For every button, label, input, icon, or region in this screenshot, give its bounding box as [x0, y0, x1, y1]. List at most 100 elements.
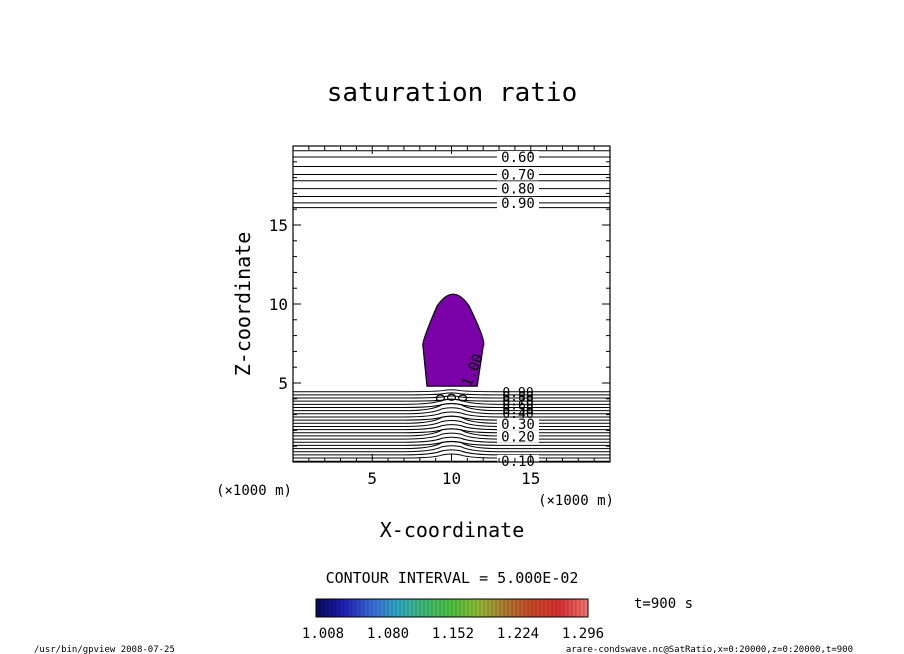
colorbar-cell [328, 599, 333, 617]
colorbar-cell [416, 599, 421, 617]
chart-title: saturation ratio [327, 78, 577, 108]
time-label: t=900 s [634, 596, 693, 612]
colorbar-cell [452, 599, 457, 617]
colorbar-cell [472, 599, 477, 617]
colorbar-cell [400, 599, 405, 617]
contour-line [293, 449, 610, 456]
contour-cell [446, 393, 457, 401]
contour-label: 0.80 [502, 390, 533, 405]
colorbar-cell [364, 599, 369, 617]
y-tick-label: 10 [269, 295, 288, 314]
y-axis-label: Z-coordinate [231, 232, 255, 377]
footer-left: /usr/bin/gpview 2008-07-25 [34, 645, 175, 654]
colorbar-cell [492, 599, 497, 617]
colorbar-cell [504, 599, 509, 617]
colorbar-cell [480, 599, 485, 617]
y-tick-label: 5 [278, 374, 288, 393]
contour-label-bg [497, 196, 539, 209]
x-tick-label: 10 [442, 469, 461, 488]
colorbar-cell [396, 599, 401, 617]
colorbar-cell [356, 599, 361, 617]
contour-cell [435, 394, 446, 402]
colorbar-cell [388, 599, 393, 617]
contour-line [293, 392, 610, 396]
colorbar-cell [572, 599, 577, 617]
colorbar-cell [528, 599, 533, 617]
colorbar-cell [432, 599, 437, 617]
colorbar-frame [315, 598, 589, 618]
contour-line [293, 407, 610, 415]
contour-line [293, 424, 610, 431]
footer-right: arare-condswave.nc@SatRatio,x=0:20000,z=… [566, 645, 853, 654]
colorbar-cell [440, 599, 445, 617]
contour-line [293, 415, 610, 421]
contour-label: 0.60 [501, 150, 535, 166]
contour-line [293, 440, 610, 446]
colorbar-cell [508, 599, 513, 617]
contour-label: 0.70 [502, 394, 533, 409]
colorbar-cell [324, 599, 329, 617]
contour-cell [457, 394, 468, 402]
colorbar-cell [460, 599, 465, 617]
contour-label: 0.90 [502, 386, 533, 401]
contour-label: 0.60 [502, 399, 533, 414]
colorbar-cell [500, 599, 505, 617]
colorbar-cell [340, 599, 345, 617]
colorbar-cell [524, 599, 529, 617]
colorbar-cell [564, 599, 569, 617]
colorbar-cell [376, 599, 381, 617]
colorbar: 1.008 1.080 1.152 1.224 1.296 [302, 598, 604, 642]
contour-label-bg [497, 151, 539, 164]
plot-area: 0.600.700.800.900.900.800.700.600.500.40… [269, 145, 611, 488]
colorbar-cell [336, 599, 341, 617]
colorbar-cell [560, 599, 565, 617]
contour-label: 0.20 [501, 430, 535, 446]
colorbar-cell [428, 599, 433, 617]
supersaturated-region [422, 293, 485, 387]
colorbar-cell [544, 599, 549, 617]
contour-label: 0.50 [502, 403, 533, 418]
contour-label: 0.30 [501, 417, 535, 433]
contour-line [293, 411, 610, 418]
contour-label-bg [497, 418, 539, 431]
colorbar-cell [332, 599, 337, 617]
colorbar-cell [548, 599, 553, 617]
x-tick-label: 5 [367, 469, 377, 488]
colorbar-cell [556, 599, 561, 617]
x-unit-label: (×1000 m) [538, 493, 614, 509]
colorbar-cell [584, 599, 589, 617]
colorbar-cell [320, 599, 325, 617]
colorbar-cell [316, 599, 321, 617]
colorbar-cell [352, 599, 357, 617]
colorbar-cell [512, 599, 517, 617]
contour-line [293, 428, 610, 434]
contour-label-bg [497, 168, 539, 181]
y-tick-label: 15 [269, 216, 288, 235]
colorbar-tick-label: 1.296 [562, 626, 604, 642]
contour-label-bg [497, 182, 539, 195]
colorbar-cell [540, 599, 545, 617]
colorbar-tick-label: 1.080 [367, 626, 409, 642]
colorbar-cell [436, 599, 441, 617]
colorbar-cell [424, 599, 429, 617]
contour-line [293, 419, 610, 427]
contour-line [293, 445, 610, 453]
colorbar-tick-label: 1.152 [432, 626, 474, 642]
contour-interval: CONTOUR INTERVAL = 5.000E-02 [326, 569, 579, 587]
colorbar-cell [536, 599, 541, 617]
colorbar-cell [372, 599, 377, 617]
colorbar-cell [408, 599, 413, 617]
colorbar-cell [420, 599, 425, 617]
colorbar-cell [404, 599, 409, 617]
colorbar-cell [368, 599, 373, 617]
contour-label-bg [497, 455, 539, 467]
colorbar-cell [532, 599, 537, 617]
colorbar-cell [580, 599, 585, 617]
colorbar-cell [484, 599, 489, 617]
colorbar-cell [552, 599, 557, 617]
contour-line [293, 436, 610, 443]
colorbar-cell [568, 599, 573, 617]
contour-line [293, 398, 610, 402]
colorbar-cell [392, 599, 397, 617]
